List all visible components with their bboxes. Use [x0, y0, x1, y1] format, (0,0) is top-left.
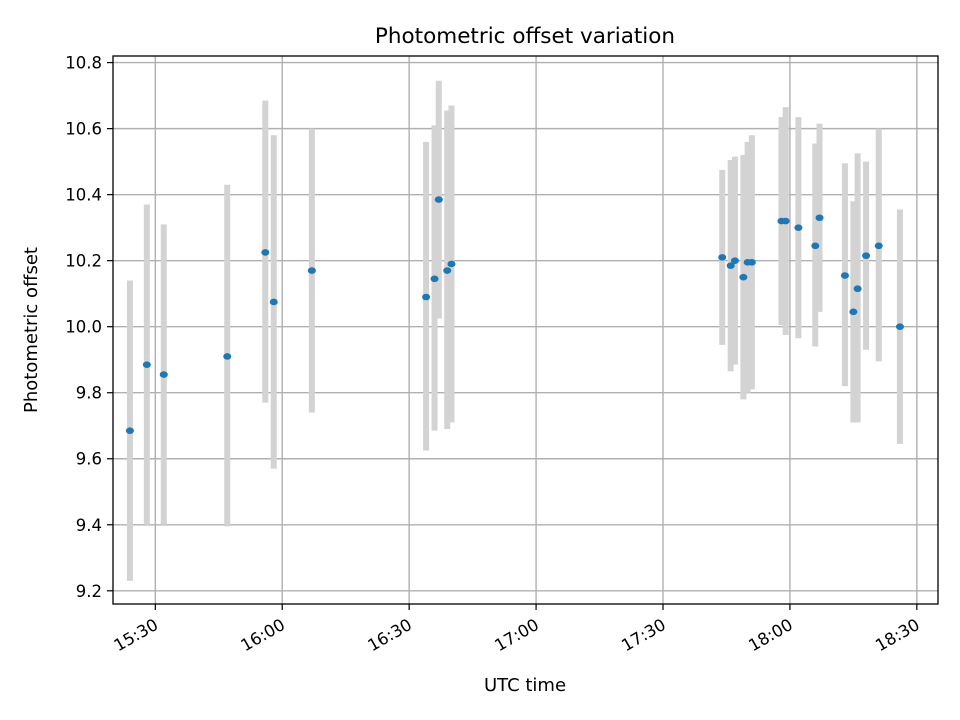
- chart-title: Photometric offset variation: [375, 24, 675, 49]
- data-point: [840, 272, 849, 279]
- data-point: [718, 254, 727, 261]
- data-points: [125, 196, 904, 434]
- x-tick-label: 17:30: [618, 615, 669, 655]
- data-point: [794, 224, 803, 231]
- plot-frame: [112, 55, 939, 605]
- error-bars: [126, 80, 903, 581]
- x-tick-label: 15:30: [111, 615, 162, 655]
- data-point: [443, 267, 452, 274]
- x-tick-label: 16:00: [238, 615, 289, 655]
- y-axis-ticks: 9.2 9.4 9.6 9.8 10.0 10.2 10.4 10.6 10.8: [65, 54, 113, 601]
- y-tick-label: 10.0: [65, 318, 102, 337]
- y-tick-label: 10.2: [65, 252, 102, 271]
- y-tick-label: 9.8: [76, 384, 102, 403]
- data-point: [815, 214, 824, 222]
- data-point: [895, 323, 904, 330]
- data-point: [447, 260, 456, 268]
- data-point: [853, 285, 862, 293]
- x-tick-label: 18:30: [872, 615, 923, 655]
- data-point: [430, 275, 439, 283]
- data-point: [142, 361, 151, 368]
- y-tick-label: 9.2: [76, 582, 102, 601]
- data-point: [422, 293, 431, 301]
- data-point: [849, 308, 858, 316]
- data-point: [811, 242, 820, 250]
- data-point: [125, 427, 134, 434]
- data-point: [781, 217, 790, 225]
- data-point: [307, 267, 316, 274]
- x-tick-label: 18:00: [745, 615, 796, 655]
- y-tick-label: 9.4: [76, 516, 102, 535]
- x-tick-label: 16:30: [364, 615, 415, 655]
- data-point: [739, 273, 748, 281]
- data-point: [862, 252, 871, 260]
- x-axis-label: UTC time: [484, 675, 566, 696]
- data-point: [874, 242, 883, 250]
- data-point: [261, 249, 270, 256]
- y-tick-label: 9.6: [76, 450, 102, 469]
- data-point: [726, 262, 735, 269]
- y-tick-label: 10.6: [65, 120, 102, 139]
- y-tick-label: 10.8: [65, 54, 102, 73]
- y-axis-label: Photometric offset: [21, 247, 42, 413]
- data-point: [434, 196, 443, 203]
- data-point: [159, 371, 168, 378]
- data-point: [223, 353, 232, 360]
- data-point: [730, 257, 739, 264]
- data-point: [269, 298, 278, 306]
- x-axis-ticks: 15:30 16:00 16:30 17:00 17:30 18:00 18:30: [111, 604, 923, 655]
- data-point: [747, 259, 756, 266]
- x-tick-label: 17:00: [491, 615, 542, 655]
- y-tick-label: 10.4: [65, 186, 102, 205]
